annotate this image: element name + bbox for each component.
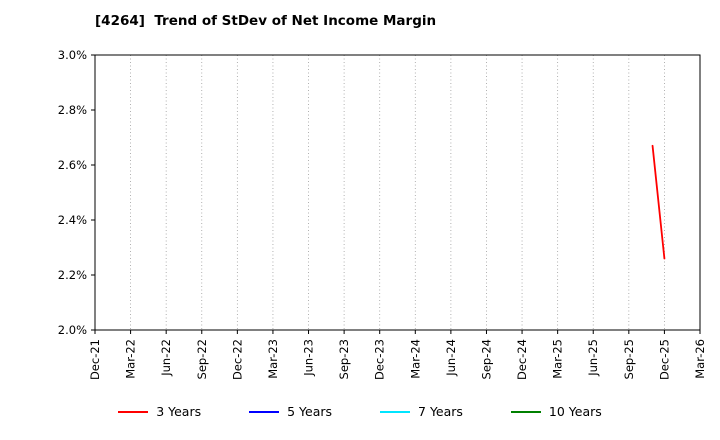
x-tick-label: Jun-25: [586, 339, 600, 377]
legend: 3 Years 5 Years 7 Years 10 Years: [0, 404, 720, 419]
x-tick-label: Sep-24: [479, 339, 493, 379]
legend-item-3-years: 3 Years: [118, 404, 201, 419]
x-tick-label: Mar-22: [124, 339, 138, 379]
y-ticks-group: 3.0% 2.8% 2.6% 2.4% 2.2% 2.0%: [58, 48, 95, 337]
x-tick-label: Dec-25: [657, 339, 671, 380]
legend-label: 3 Years: [156, 404, 202, 419]
legend-label: 10 Years: [548, 404, 602, 419]
x-tick-label: Jun-23: [302, 339, 316, 377]
legend-item-5-years: 5 Years: [249, 404, 332, 419]
chart-plot: 3.0% 2.8% 2.6% 2.4% 2.2% 2.0% Dec-21 Mar-22 Jun…: [58, 48, 707, 380]
y-tick-label: 2.2%: [58, 268, 87, 282]
y-tick-label: 2.8%: [58, 103, 87, 117]
legend-item-10-years: 10 Years: [510, 404, 602, 419]
chart-title: [4264] Trend of StDev of Net Income Marg…: [95, 13, 437, 29]
x-tick-label: Sep-22: [195, 339, 209, 379]
x-tick-label: Mar-26: [693, 339, 707, 379]
y-tick-label: 2.0%: [58, 323, 87, 337]
legend-label: 7 Years: [418, 404, 463, 419]
plot-border: [94, 54, 701, 331]
x-tick-label: Sep-25: [622, 339, 636, 379]
x-tick-label: Mar-23: [266, 339, 280, 379]
legend-swatch-7-years: [380, 410, 411, 413]
gridlines-group: [94, 55, 701, 330]
x-ticks-group: Dec-21 Mar-22 Jun-22 Sep-22 Dec-22 Mar-23 Jun-…: [88, 330, 707, 380]
x-tick-label: Mar-24: [408, 339, 422, 379]
y-tick-label: 2.4%: [58, 213, 87, 227]
x-tick-label: Jun-24: [444, 339, 458, 377]
legend-swatch-10-years: [510, 410, 541, 413]
y-tick-label: 3.0%: [58, 48, 87, 62]
x-tick-label: Jun-22: [159, 339, 173, 377]
x-tick-label: Dec-21: [88, 339, 102, 380]
legend-swatch-3-years: [118, 410, 149, 413]
x-tick-label: Dec-24: [515, 339, 529, 380]
x-tick-label: Dec-23: [373, 339, 387, 380]
legend-swatch-5-years: [249, 410, 280, 413]
x-tick-label: Sep-23: [337, 339, 351, 379]
series-group: [651, 144, 666, 260]
axes-group: [94, 54, 701, 331]
x-tick-label: Mar-25: [551, 339, 565, 379]
y-tick-label: 2.6%: [58, 158, 87, 172]
series-line-3-years: [651, 144, 666, 260]
legend-item-7-years: 7 Years: [380, 404, 463, 419]
legend-label: 5 Years: [287, 404, 333, 419]
x-tick-label: Dec-22: [230, 339, 244, 380]
